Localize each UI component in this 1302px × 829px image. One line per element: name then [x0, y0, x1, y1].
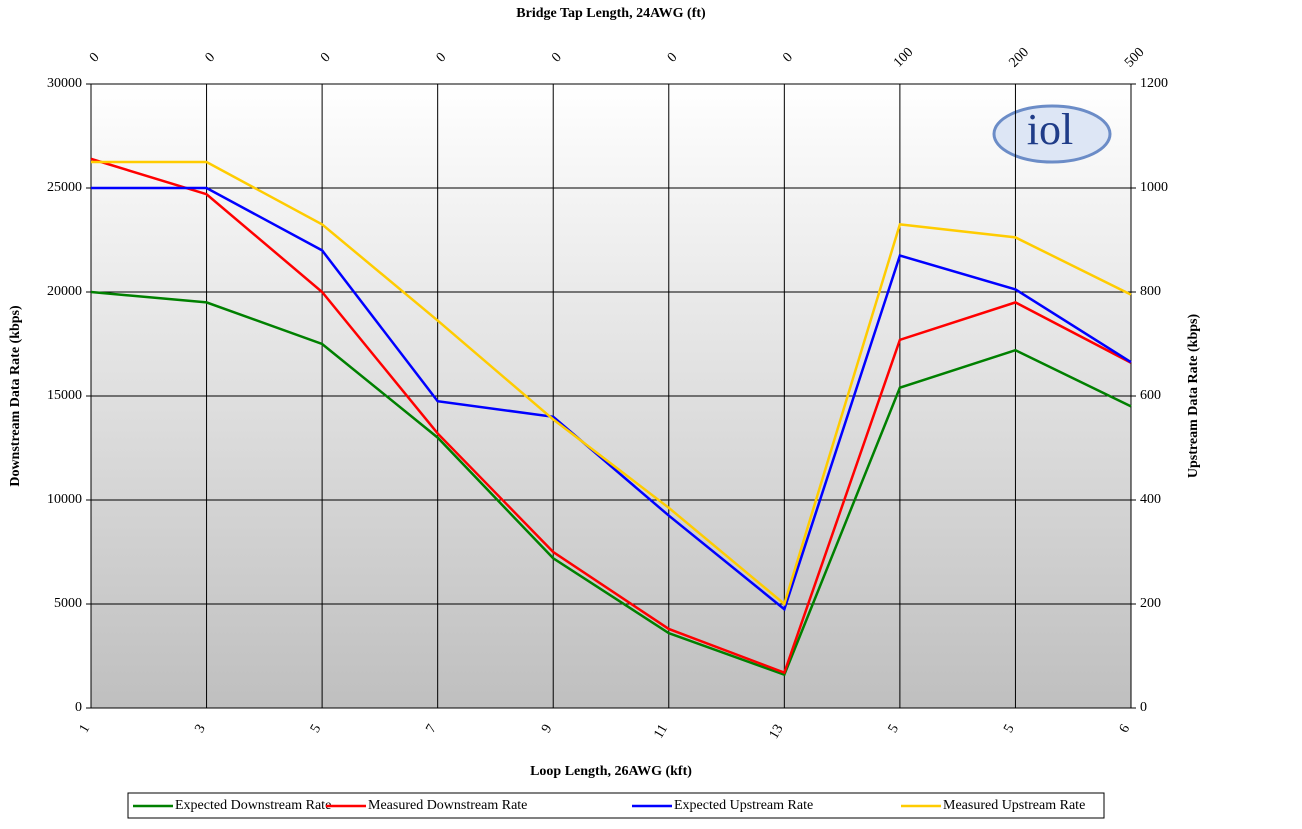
series-line: [90, 290, 1132, 677]
y2-tick-label: 600: [1140, 388, 1161, 403]
top-tick-label: 0: [665, 50, 681, 66]
series-line: [90, 157, 1132, 675]
plot-border: [90, 83, 1132, 709]
x-tick-label: 11: [651, 722, 671, 741]
top-tick-label: 0: [87, 50, 103, 66]
top-tick-label: 0: [318, 50, 334, 66]
y2-tick-label: 400: [1140, 492, 1161, 507]
top-tick-label: 0: [203, 50, 219, 66]
top-tick-label: 0: [549, 50, 565, 66]
logo: iol: [1027, 105, 1073, 154]
y-tick-label: 0: [75, 700, 82, 715]
top-tick-label: 0: [434, 50, 450, 66]
y-tick-label: 20000: [47, 284, 82, 299]
x-tick-label: 6: [1117, 722, 1133, 736]
x-tick-label: 7: [423, 722, 439, 736]
y-tick-label: 30000: [47, 76, 82, 91]
y2-tick-label: 0: [1140, 700, 1147, 715]
y-tick-label: 5000: [54, 596, 82, 611]
y2-tick-label: 1200: [1140, 76, 1168, 91]
x-tick-label: 3: [192, 722, 208, 736]
y-axis-title: Downstream Data Rate (kbps): [8, 305, 23, 487]
legend-label: Measured Downstream Rate: [368, 798, 527, 813]
x-tick-label: 1: [77, 722, 93, 736]
logo-ellipse: [992, 104, 1112, 164]
x-tick-label: 5: [886, 722, 902, 736]
x-tick-label: 5: [1001, 722, 1017, 736]
series-line: [91, 160, 1132, 607]
y2-axis-title: Upstream Data Rate (kbps): [1186, 314, 1201, 479]
series-line: [91, 186, 1132, 612]
y2-tick-label: 200: [1140, 596, 1161, 611]
y-tick-label: 10000: [47, 492, 82, 507]
legend-label: Expected Downstream Rate: [175, 798, 331, 813]
x-tick-label: 9: [539, 722, 555, 736]
top-tick-label: 200: [1007, 45, 1032, 70]
y-tick-label: 15000: [47, 388, 82, 403]
x-tick-label: 13: [767, 722, 787, 742]
top-tick-label: 0: [780, 50, 796, 66]
y2-tick-label: 800: [1140, 284, 1161, 299]
top-tick-label: 100: [891, 45, 916, 70]
x-axis-title: Loop Length, 26AWG (kft): [530, 764, 692, 779]
legend: [127, 792, 1105, 819]
legend-label: Expected Upstream Rate: [674, 798, 813, 813]
top-tick-label: 500: [1122, 45, 1147, 70]
legend-label: Measured Upstream Rate: [943, 798, 1085, 813]
chart-title: Bridge Tap Length, 24AWG (ft): [516, 6, 706, 21]
y-tick-label: 25000: [47, 180, 82, 195]
y2-tick-label: 1000: [1140, 180, 1168, 195]
x-tick-label: 5: [308, 722, 324, 736]
